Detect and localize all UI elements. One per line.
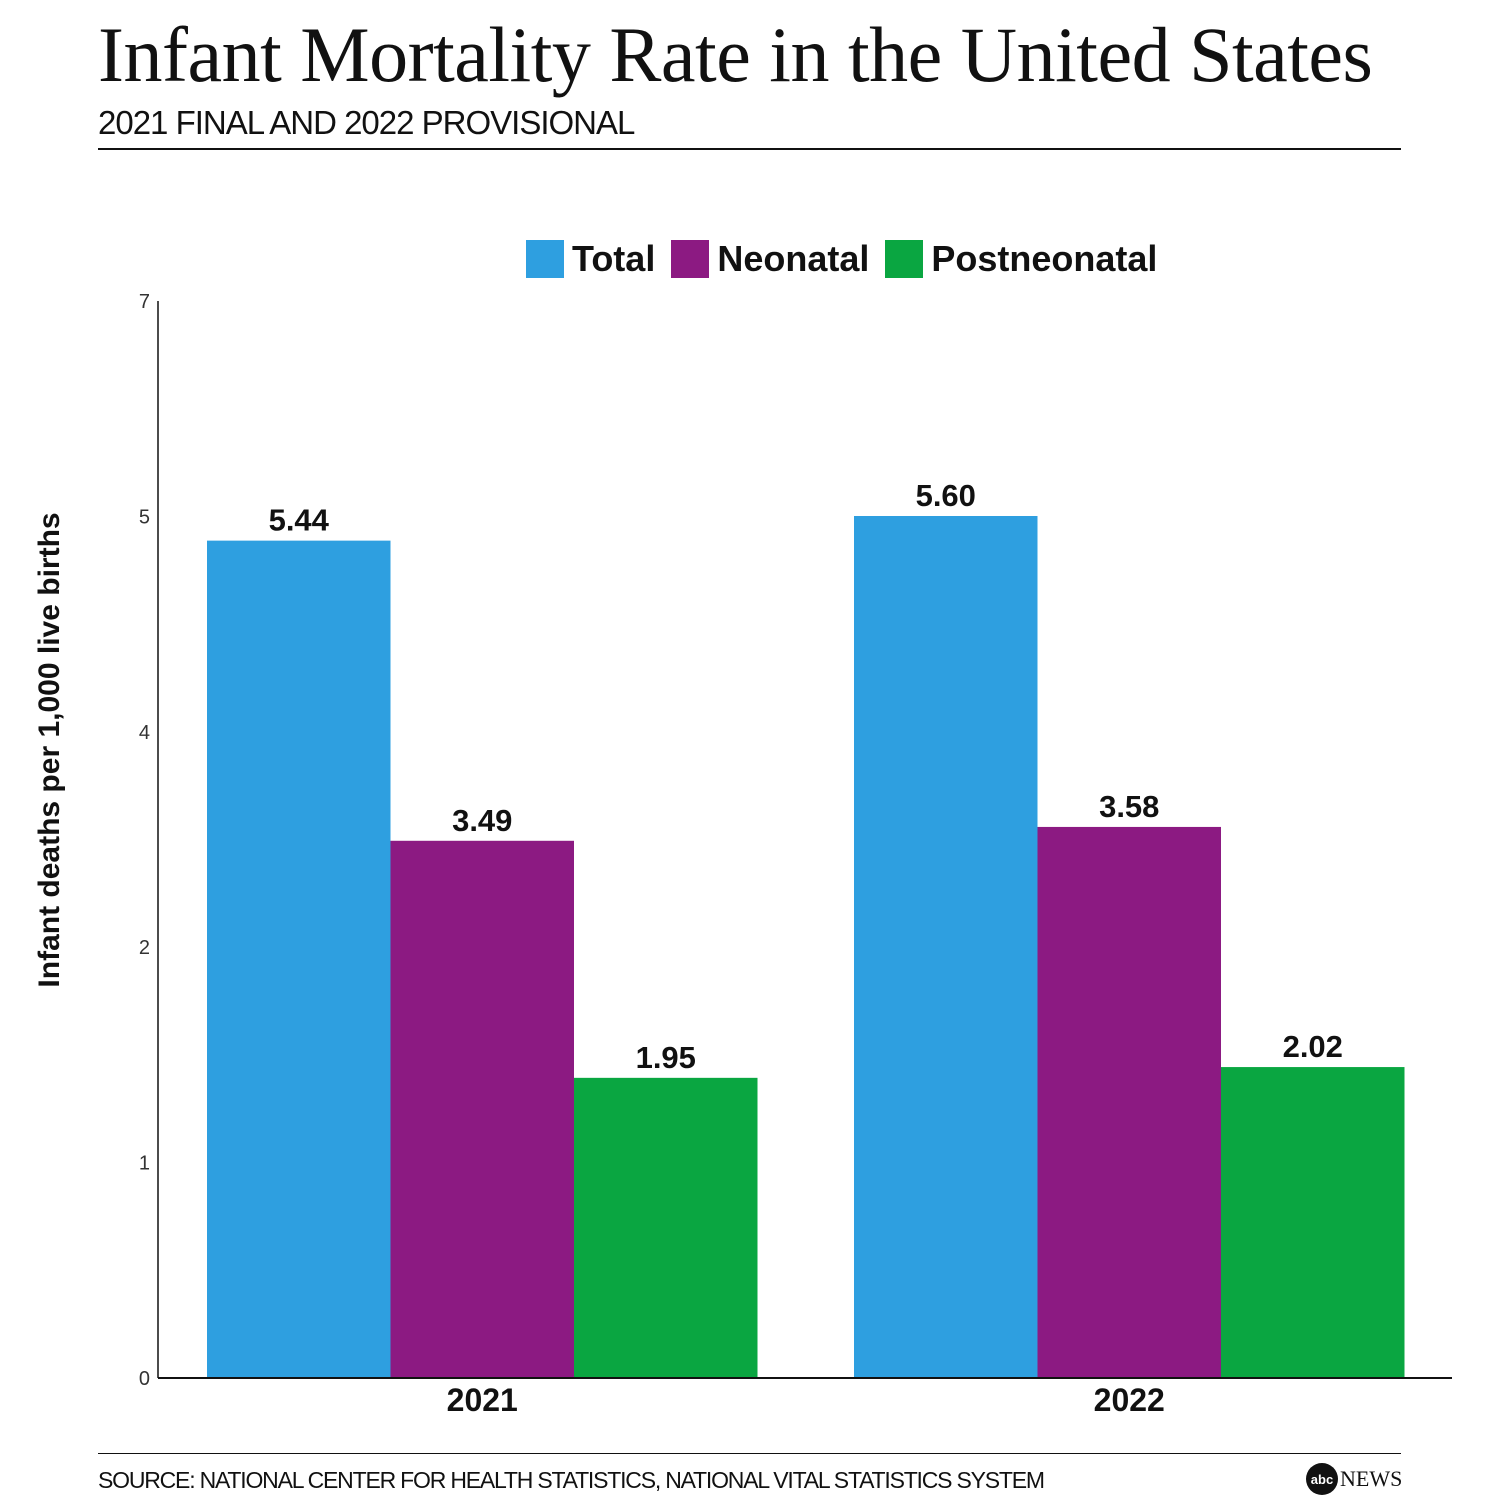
- data-label: 5.60: [916, 478, 976, 513]
- y-tick-label: 2: [139, 937, 150, 959]
- abc-news-logo: abc NEWS: [1306, 1463, 1402, 1495]
- logo-mark: abc: [1306, 1463, 1338, 1495]
- y-tick-label: 0: [139, 1368, 150, 1390]
- data-label: 5.44: [269, 503, 330, 538]
- chart-title: Infant Mortality Rate in the United Stat…: [98, 11, 1373, 98]
- bar-neonatal-2022: [1037, 826, 1221, 1378]
- chart-subtitle: 2021 FINAL AND 2022 PROVISIONAL: [98, 104, 635, 141]
- bottom-divider: [98, 1453, 1401, 1454]
- legend-label: Total: [572, 238, 656, 279]
- bar-total-2022: [854, 516, 1038, 1378]
- y-tick-label: 5: [139, 506, 150, 528]
- bar-total-2021: [207, 540, 391, 1378]
- legend-swatch-total: [526, 240, 564, 278]
- data-label: 3.49: [452, 803, 512, 838]
- data-label: 3.58: [1099, 789, 1159, 824]
- legend-label: Neonatal: [717, 238, 870, 279]
- legend-swatch-postneonatal: [885, 240, 924, 278]
- logo-text: NEWS: [1340, 1466, 1403, 1491]
- source-note: SOURCE: NATIONAL CENTER FOR HEALTH STATI…: [98, 1467, 1045, 1493]
- legend: Total Neonatal Postneonatal: [526, 238, 1173, 280]
- data-label: 2.02: [1283, 1029, 1343, 1064]
- y-tick-label: 7: [139, 291, 150, 313]
- x-tick-label: 2022: [1094, 1382, 1165, 1418]
- legend-swatch-neonatal: [671, 240, 710, 278]
- y-tick-label: 1: [139, 1153, 150, 1175]
- bar-neonatal-2021: [390, 840, 574, 1378]
- data-label: 1.95: [636, 1040, 696, 1075]
- top-divider: [98, 148, 1401, 150]
- bar-postneonatal-2021: [574, 1077, 758, 1378]
- legend-item-postneonatal: Postneonatal: [885, 238, 1157, 280]
- x-tick-label: 2021: [447, 1382, 518, 1418]
- bar-postneonatal-2022: [1221, 1067, 1405, 1378]
- legend-item-neonatal: Neonatal: [671, 238, 869, 280]
- y-tick-label: 4: [139, 722, 150, 744]
- legend-item-total: Total: [526, 238, 655, 280]
- legend-label: Postneonatal: [931, 238, 1158, 279]
